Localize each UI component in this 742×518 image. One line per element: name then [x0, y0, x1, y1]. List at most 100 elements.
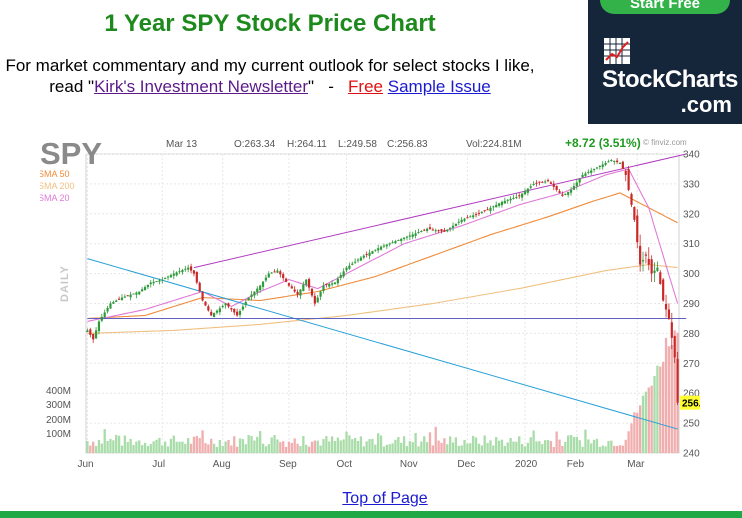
volume-bar — [523, 446, 527, 453]
legend-sma50: SMA 50 — [40, 169, 70, 179]
candle-body — [89, 329, 92, 335]
spy-price-chart: 340 330 320 310 300 290 280 270 260 250 240 Jun Jul A… — [40, 136, 700, 470]
candle-body — [595, 167, 599, 169]
candle-body — [210, 311, 213, 316]
top-of-page-link[interactable]: Top of Page — [342, 490, 428, 507]
volume-bar — [126, 441, 129, 453]
candle-body — [558, 191, 561, 193]
volume-bar — [117, 435, 121, 453]
candle-body — [535, 182, 538, 184]
volume-bar — [241, 439, 245, 453]
candle-body — [521, 193, 524, 198]
candle-body — [641, 260, 645, 262]
volume-bar — [662, 361, 665, 453]
candle-body — [647, 258, 650, 265]
y-tick-label: 290 — [683, 299, 700, 310]
candle-body — [273, 271, 276, 273]
chart-date: Mar 13 — [166, 139, 198, 150]
candle-body — [368, 252, 371, 256]
volume-bar — [569, 434, 573, 453]
start-free-button[interactable]: Start Free — [600, 0, 730, 14]
promo-separator: " - — [307, 77, 349, 96]
volume-bar — [189, 443, 193, 453]
candle-body — [411, 234, 414, 237]
volume-bar — [204, 443, 207, 453]
volume-bar — [460, 445, 463, 453]
volume-bar — [287, 441, 291, 453]
candle-body — [644, 254, 647, 256]
volume-bar — [354, 437, 357, 453]
sample-issue-link[interactable]: Sample Issue — [387, 77, 491, 96]
volume-bar — [414, 433, 417, 453]
volume-bars — [86, 330, 679, 453]
y-tick-label: 280 — [683, 329, 700, 340]
volume-bar — [388, 444, 391, 453]
candle-body — [123, 296, 126, 298]
volume-bar — [123, 435, 127, 453]
candle-body — [443, 230, 446, 232]
volume-bar — [486, 442, 489, 453]
candle-body — [437, 230, 440, 232]
volume-bar — [431, 445, 435, 453]
candle-body — [316, 297, 319, 303]
volume-bar — [495, 437, 498, 453]
volume-bar — [282, 441, 285, 453]
volume-bar — [621, 445, 625, 453]
x-tick-label: Jun — [77, 459, 93, 470]
volume-bar — [198, 438, 201, 453]
volume-bar — [520, 444, 524, 453]
free-link[interactable]: Free — [348, 77, 383, 96]
volume-bar — [187, 438, 190, 453]
volume-bar — [440, 442, 443, 453]
volume-bar — [497, 440, 501, 453]
newsletter-link[interactable]: Kirk's Investment Newsletter — [94, 77, 308, 96]
volume-bar — [348, 435, 351, 453]
volume-bar — [267, 444, 270, 453]
volume-bar — [290, 442, 293, 453]
candle-body — [414, 233, 417, 236]
candle-body — [667, 309, 671, 319]
volume-bar — [158, 437, 161, 453]
volume-bar — [607, 441, 610, 453]
candle-body — [97, 321, 101, 332]
volume-bar — [140, 445, 144, 453]
volume-bar — [322, 439, 325, 453]
candle-body — [394, 241, 397, 244]
volume-bar — [480, 445, 483, 453]
candle-body — [544, 181, 547, 183]
candle-body — [129, 294, 132, 298]
volume-bar — [385, 444, 388, 453]
legend-sma20: SMA 20 — [40, 193, 70, 203]
stockcharts-logo-icon — [604, 38, 630, 64]
candle-body — [302, 284, 305, 292]
volume-bar — [250, 436, 253, 453]
candle-body — [624, 170, 627, 175]
candle-body — [515, 196, 518, 198]
volume-bar — [207, 444, 210, 453]
candle-body — [187, 267, 190, 270]
volume-bar — [518, 436, 521, 453]
candle-body — [486, 209, 489, 211]
candle-body — [189, 266, 193, 271]
volume-bar — [451, 442, 455, 453]
candle-body — [472, 215, 475, 218]
candle-body — [532, 183, 535, 185]
volume-bar — [152, 441, 155, 453]
volume-bar — [264, 446, 268, 453]
candle-body — [506, 199, 509, 201]
volume-bar — [365, 441, 368, 453]
candle-body — [613, 160, 616, 162]
candle-body — [325, 284, 328, 286]
candle-body — [181, 270, 184, 273]
sma20-line — [87, 168, 679, 322]
stockcharts-ad[interactable]: Start Free StockCharts .com — [588, 0, 742, 124]
candle-body — [578, 178, 581, 183]
volume-bar — [558, 439, 561, 453]
volume-bar — [391, 443, 394, 453]
candle-body — [362, 255, 365, 258]
trendline — [87, 258, 678, 430]
volume-bar — [667, 346, 671, 453]
trendline — [193, 153, 687, 269]
volume-bar — [474, 437, 478, 453]
candle-body — [604, 162, 607, 165]
